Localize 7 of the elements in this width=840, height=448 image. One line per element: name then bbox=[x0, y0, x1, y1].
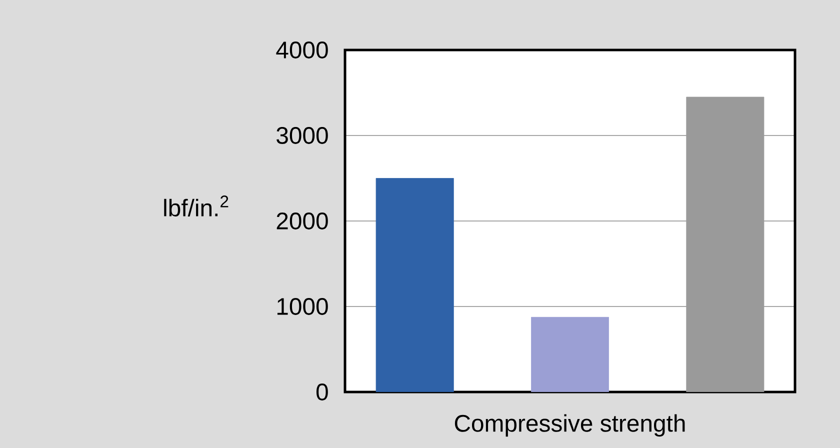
y-tick-label: 2000 bbox=[276, 212, 328, 230]
y-axis-title: lbf/in.$^{2}$ bbox=[164, 196, 228, 216]
y-tick-label: 3000 bbox=[276, 127, 328, 144]
y-tick-label: 4000 bbox=[276, 42, 328, 58]
y-tick-label: 1000 bbox=[277, 298, 328, 315]
y-tick-label: 0 bbox=[316, 384, 328, 400]
x-axis-title: Compressive strength bbox=[454, 414, 685, 437]
